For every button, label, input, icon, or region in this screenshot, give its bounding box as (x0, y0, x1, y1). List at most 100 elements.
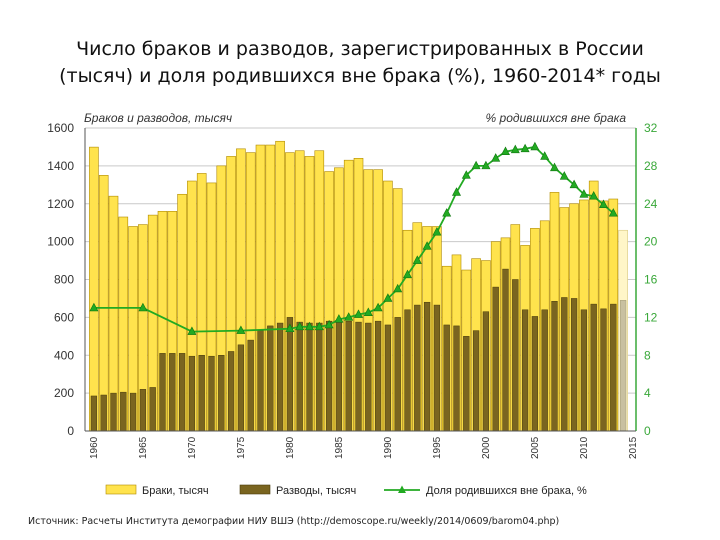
legend-label-births: Доля родившихся вне брака, % (426, 485, 587, 497)
births-point (491, 153, 501, 162)
y-right-tick-label: 16 (644, 273, 658, 287)
births-point (599, 199, 608, 208)
y-left-tick-label: 400 (54, 348, 74, 362)
divorce-bar (120, 391, 127, 432)
births-point (530, 141, 540, 151)
divorce-bar (561, 297, 568, 432)
y-right-tick-label: 24 (644, 197, 658, 211)
births-point (501, 146, 510, 155)
divorce-bar (139, 389, 147, 432)
divorce-bar (178, 353, 186, 432)
divorce-bar (404, 309, 411, 432)
y-left-tick-label: 0 (67, 424, 74, 438)
legend-swatch-marriages (105, 484, 137, 495)
divorce-bar (100, 394, 107, 432)
births-point (295, 321, 305, 331)
x-tick-label: 2000 (481, 436, 492, 459)
y-right-tick-label: 28 (644, 159, 658, 173)
axes-group: 0 0 200 4 400 8 600 12 800 16 1000 20 1200 24 1400 28 16… (47, 121, 657, 459)
divorce-bar (110, 392, 117, 432)
births-point (373, 302, 383, 312)
births-point (363, 307, 373, 316)
divorce-bar (619, 300, 627, 432)
bars-group (89, 140, 628, 432)
births-point (314, 321, 324, 331)
births-point (354, 309, 363, 318)
legend-marker-births (398, 485, 406, 493)
divorce-bar (188, 355, 196, 432)
births-point (550, 162, 559, 172)
births-point (187, 326, 197, 335)
left-axis-label: Браков и разводов, тысяч (84, 111, 232, 125)
divorce-bar (355, 321, 362, 432)
divorce-bar (316, 322, 323, 432)
births-point (569, 179, 579, 189)
divorce-bar (169, 353, 176, 432)
divorce-bar (521, 309, 529, 432)
births-point (285, 323, 295, 333)
divorce-bar (453, 325, 460, 432)
y-right-tick-label: 8 (644, 348, 651, 362)
divorce-bar (237, 344, 245, 432)
divorce-bar (394, 317, 401, 432)
births-point (520, 143, 530, 153)
divorce-bar (482, 311, 490, 432)
divorce-bar (580, 309, 588, 432)
divorce-bar (463, 336, 470, 432)
divorce-bar (227, 351, 235, 432)
divorce-bar (276, 322, 284, 432)
divorce-bar (257, 330, 264, 432)
divorce-bar (335, 320, 343, 432)
births-point (412, 255, 422, 264)
divorce-bar (129, 392, 137, 432)
births-point (422, 241, 432, 250)
x-tick-label: 2005 (530, 436, 541, 459)
y-left-tick-label: 1000 (47, 235, 74, 249)
y-right-tick-label: 12 (644, 310, 658, 324)
divorce-bar (590, 303, 597, 432)
chart-title: Число браков и разводов, зарегистрирован… (20, 36, 700, 90)
chart-title-line2: (тысяч) и доля родившихся вне брака (%),… (59, 65, 661, 87)
divorce-bar (610, 303, 617, 432)
divorce-bar (267, 325, 274, 432)
legend-label-divorces: Разводы, тысяч (276, 485, 356, 497)
right-axis-label: % родившихся вне брака (486, 111, 627, 125)
legend-label-marriages: Браки, тысяч (142, 485, 209, 497)
divorce-bar (443, 324, 450, 432)
births-point (334, 314, 344, 323)
births-point (471, 160, 481, 170)
births-point (138, 302, 148, 312)
divorce-bar (384, 324, 392, 432)
chart-title-line1: Число браков и разводов, зарегистрирован… (76, 38, 644, 60)
births-point (608, 208, 618, 217)
y-right-tick-label: 4 (644, 386, 651, 400)
divorce-bar (472, 330, 480, 432)
divorce-bar (286, 317, 294, 432)
births-point (305, 321, 314, 331)
divorce-bar (512, 279, 519, 432)
divorce-bar (306, 322, 313, 432)
births-point (89, 302, 99, 312)
x-tick-label: 1990 (383, 436, 394, 459)
legend: Браки, тысяч Разводы, тысяч Доля родившихс… (105, 484, 587, 497)
y-right-tick-label: 20 (644, 235, 658, 249)
births-line-group (89, 141, 618, 335)
divorce-bar (247, 339, 254, 432)
divorce-bar (551, 301, 558, 432)
y-left-tick-label: 600 (54, 310, 74, 324)
births-point (461, 170, 471, 179)
y-left-tick-label: 200 (54, 386, 74, 400)
y-left-tick-label: 1200 (47, 197, 74, 211)
x-tick-label: 2015 (628, 436, 639, 459)
x-tick-label: 2010 (579, 436, 590, 459)
x-tick-label: 1965 (138, 436, 149, 459)
births-point (344, 312, 354, 321)
births-point (442, 208, 452, 217)
divorce-bar (345, 320, 352, 432)
births-point (403, 269, 412, 279)
divorce-bar (531, 316, 539, 432)
x-tick-label: 1960 (89, 436, 100, 459)
divorce-bar (502, 268, 509, 432)
births-point (324, 319, 334, 329)
